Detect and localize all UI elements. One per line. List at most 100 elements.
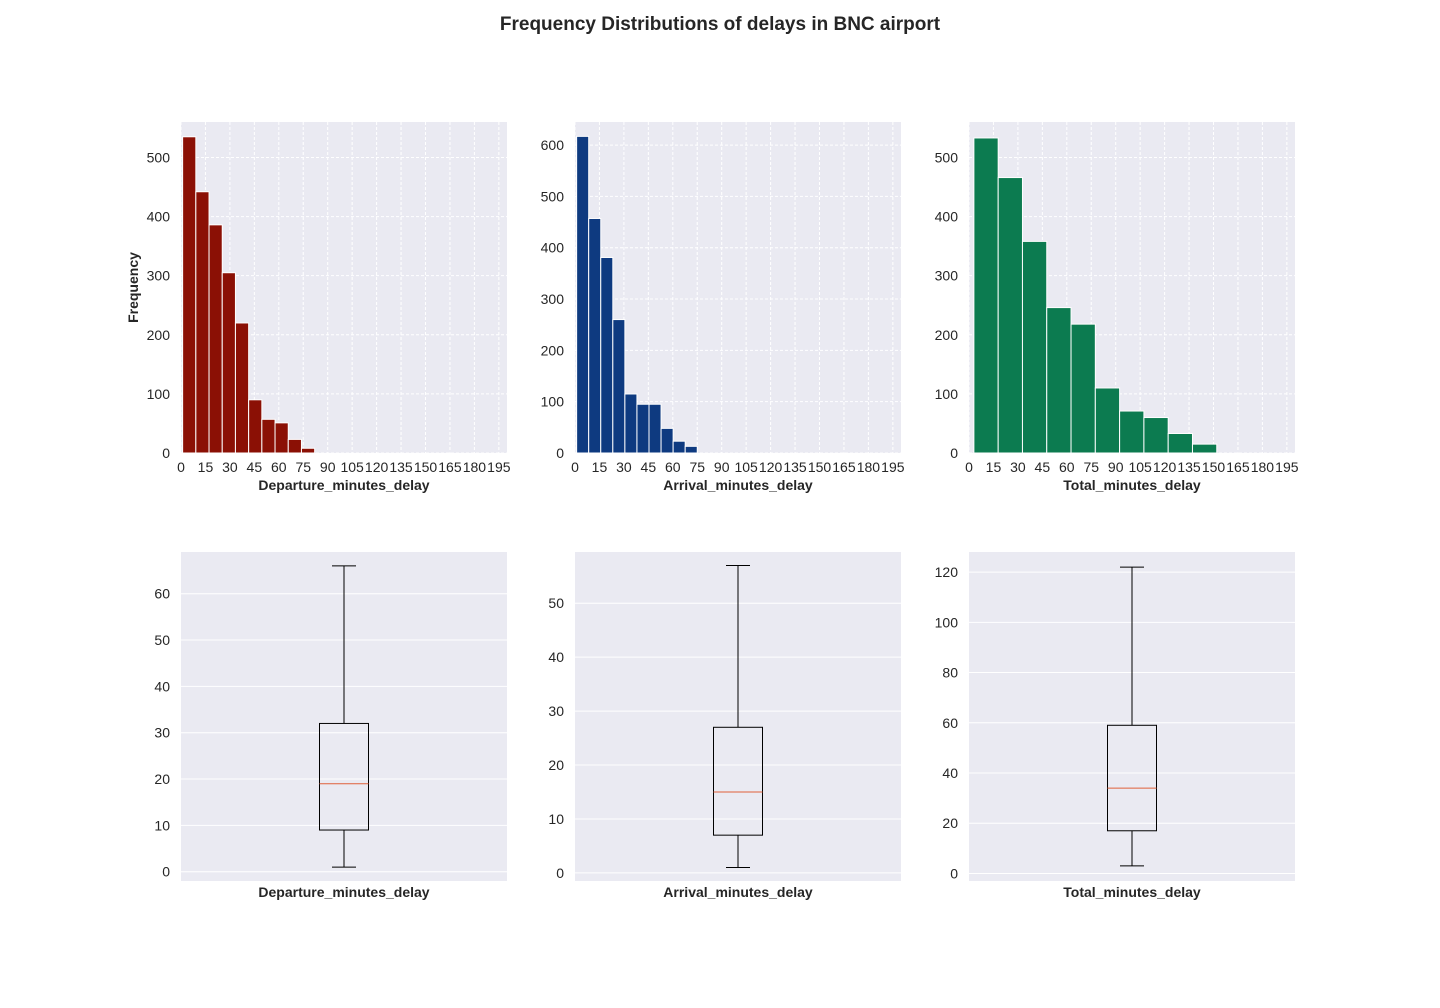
y-tick-label: 500 [541,188,565,204]
box-iqr [1107,724,1157,832]
y-tick-label: 10 [154,817,170,833]
x-tick-label: 165 [1226,459,1250,475]
y-tick-label: 500 [935,149,959,165]
boxplot-arrival: 0 10 20 30 40 50 Arrival_minutes_delay [548,552,901,900]
x-tick-label: 105 [340,459,364,475]
x-tick-label: 150 [1202,459,1226,475]
histogram-bar [1094,387,1121,454]
y-tick-label: 400 [147,209,171,225]
y-tick-label: 100 [935,386,959,402]
y-tick-label: 30 [154,725,170,741]
y-tick-label: 0 [556,445,564,461]
histogram-bar [1143,417,1169,454]
y-tick-label: 100 [541,394,565,410]
x-tick-label: 30 [1010,459,1026,475]
y-tick-label: 40 [942,765,958,781]
x-tick-label: 195 [881,459,905,475]
y-tick-label: 0 [162,445,170,461]
histogram-bar [973,137,999,454]
x-tick-label: 120 [1153,459,1177,475]
y-tick-label: 500 [147,149,171,165]
x-tick-label: 180 [857,459,881,475]
y-tick-label: 200 [935,327,959,343]
y-tick-label: 50 [154,632,170,648]
histogram-bar [221,272,236,454]
y-tick-label: 200 [541,342,565,358]
x-tick-label: 195 [1275,459,1299,475]
histogram-bar [660,427,674,454]
histogram-bar [636,403,650,454]
y-tick-label: 80 [942,665,958,681]
histogram-bar [612,319,626,454]
x-tick-label: 165 [438,459,462,475]
x-tick-label: 90 [714,459,730,475]
box-element [319,565,369,868]
histogram-bar [195,191,210,454]
x-tick-label: 15 [592,459,608,475]
boxplot-departure: 0 10 20 30 40 50 60 Departure_minutes_delay [154,552,507,900]
histogram-bar [1070,323,1096,454]
y-tick-label: 200 [147,327,171,343]
x-tick-label: 30 [616,459,632,475]
y-tick-label: 10 [548,811,564,827]
y-tick-label: 20 [942,815,958,831]
x-tick-label: 45 [1035,459,1051,475]
histogram-departure: 0 100 200 300 400 500 0 15 30 45 60 75 90 105 120 135 15… [125,122,511,493]
x-axis-label: Arrival_minutes_delay [663,477,813,493]
y-tick-label: 60 [154,586,170,602]
histogram-arrival: 0 100 200 300 400 500 600 0 15 30 45 60 75 90 105 120 13… [541,122,905,493]
x-tick-label: 90 [320,459,336,475]
x-tick-label: 180 [463,459,487,475]
x-tick-label: 45 [247,459,263,475]
x-tick-label: 195 [487,459,511,475]
y-tick-label: 100 [147,386,171,402]
histogram-bar [300,447,316,454]
y-tick-label: 0 [950,865,958,881]
histogram-bar [576,135,590,454]
x-axis-label: Total_minutes_delay [1063,477,1201,493]
histogram-bar [1021,240,1048,454]
y-tick-label: 300 [541,291,565,307]
box-iqr [319,722,369,831]
histogram-bar [274,422,289,454]
histogram-bar [182,136,197,454]
x-tick-label: 90 [1108,459,1124,475]
x-tick-label: 0 [571,459,579,475]
histogram-bar [261,418,276,454]
histogram-bar [624,393,638,454]
y-tick-label: 20 [548,757,564,773]
x-tick-label: 60 [1059,459,1075,475]
x-tick-label: 75 [689,459,705,475]
x-axis-label: Total_minutes_delay [1063,884,1201,900]
x-tick-label: 60 [271,459,287,475]
x-tick-label: 45 [641,459,657,475]
x-tick-label: 120 [365,459,389,475]
histogram-bar [672,440,686,454]
x-tick-label: 120 [759,459,783,475]
y-tick-label: 50 [548,595,564,611]
box-element [1107,566,1157,867]
x-tick-label: 0 [965,459,973,475]
histogram-bar [588,217,602,454]
x-tick-label: 135 [1177,459,1201,475]
x-tick-label: 105 [1128,459,1152,475]
y-tick-label: 0 [556,865,564,881]
x-tick-label: 75 [1083,459,1099,475]
histogram-bar [648,403,662,454]
boxplot-total: 0 20 40 60 80 100 120 Total_minutes_delay [935,552,1295,900]
x-axis-label: Departure_minutes_delay [258,477,429,493]
y-tick-label: 300 [935,268,959,284]
y-tick-label: 120 [935,564,959,580]
histogram-bar [287,438,302,454]
box-iqr [713,726,763,836]
histogram-bar [208,224,223,454]
x-tick-label: 75 [295,459,311,475]
y-tick-label: 30 [548,703,564,719]
x-tick-label: 135 [389,459,413,475]
y-tick-label: 300 [147,268,171,284]
x-tick-label: 165 [832,459,856,475]
x-axis-label: Arrival_minutes_delay [663,884,813,900]
histogram-bar [1046,307,1072,454]
x-tick-label: 135 [783,459,807,475]
